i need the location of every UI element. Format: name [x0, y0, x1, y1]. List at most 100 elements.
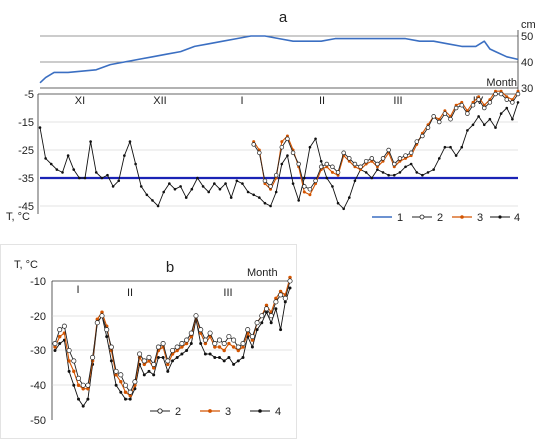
panel-a-series-4-point	[241, 182, 244, 185]
panel-a-series-4-point	[387, 173, 390, 177]
panel-b-series-3-point	[278, 289, 283, 294]
panel-a-tick-m15: -15	[18, 117, 34, 129]
panel-a-series-4-point	[55, 168, 59, 171]
panel-a-series-2-point	[296, 161, 301, 167]
panel-a-series-4-point	[269, 204, 272, 208]
panel-b-series-4-point	[152, 373, 156, 377]
panel-b-series-3-point	[184, 341, 189, 346]
panel-a-series-4-point	[44, 157, 47, 160]
panel-a-tick-m35: -35	[18, 173, 34, 185]
panel-b-series-2-point	[94, 320, 100, 326]
panel-b-series-3-point	[72, 369, 76, 374]
panel-b-month-ii: II	[127, 287, 133, 299]
panel-a-series-2-point	[290, 150, 296, 156]
panel-a-series-4-point	[218, 187, 222, 191]
panel-a-series-2-point	[313, 178, 318, 184]
panel-b-series-4-point	[171, 359, 174, 363]
panel-b-series-4-point	[189, 342, 193, 346]
panel-b-series-3-point	[203, 341, 208, 346]
panel-b-series-3-point	[241, 345, 245, 349]
panel-b-series-3-point	[217, 345, 222, 349]
panel-b-series-4-point	[250, 345, 254, 349]
panel-a-right-tick-40: 40	[521, 57, 533, 69]
panel-b-series-3-point	[231, 345, 236, 349]
panel-b-series-3-point	[128, 393, 132, 398]
panel-a-series-3-point	[302, 190, 306, 194]
panel-b-series-4-point	[81, 404, 85, 408]
panel-b-series-2-point	[212, 341, 218, 347]
panel-b-series-4-point	[213, 355, 217, 359]
panel-a-y-axis-label: T, °C	[6, 211, 30, 223]
panel-a-month-ii: II	[319, 95, 325, 107]
panel-b-series-3-point	[67, 359, 71, 363]
panel-b-series-4-point	[114, 383, 118, 387]
panel-a-series-4-point	[258, 196, 261, 199]
panel-b-series-4-point	[199, 342, 203, 346]
panel-a-series-4-point	[449, 145, 452, 149]
panel-b-series-2-point	[245, 327, 251, 333]
panel-a-series-2-point	[403, 153, 408, 158]
panel-a-series-2-point	[358, 164, 363, 170]
panel-b-series-4-point	[58, 342, 62, 346]
legend-b-marker-4	[258, 409, 262, 413]
panel-a-tick-m5: -5	[24, 89, 34, 101]
panel-a-series-4-point	[460, 145, 464, 149]
panel-b-series-2-point	[155, 344, 161, 350]
panel-a-series-4-point	[190, 187, 194, 191]
panel-b-series-2-point	[80, 382, 86, 388]
legend-b-label-4: 4	[275, 406, 281, 418]
panel-a-series-2-point	[420, 133, 425, 139]
panel-a-series-4-point	[274, 190, 278, 194]
legend-b-marker-2	[157, 408, 163, 414]
panel-a-series-2-point	[302, 184, 307, 189]
panel-b-series-4-line	[54, 287, 291, 407]
panel-a-series-4-point	[78, 176, 81, 180]
panel-b-series-2-point	[90, 354, 96, 360]
panel-a: a cm 50 40 30 -5 -15 -25 -35 -45 T, °C M…	[6, 9, 536, 224]
panel-a-series-4-point	[173, 187, 177, 191]
panel-a-month-iii: III	[393, 95, 402, 107]
panel-b-series-2-point	[287, 278, 293, 284]
panel-a-series-2-point	[341, 150, 346, 156]
panel-b-series-2-point	[231, 337, 237, 343]
panel-a-series-4-point	[353, 179, 357, 183]
panel-a-series-4-point	[409, 162, 413, 166]
legend-a-marker-3	[460, 215, 464, 219]
panel-a-series-4-point	[134, 162, 137, 166]
panel-a-series-4-point	[156, 204, 160, 208]
panel-a-series-2-point	[307, 186, 313, 192]
panel-a-series-4-point	[325, 176, 329, 180]
panel-a-series-4-point	[432, 168, 435, 171]
panel-a-series-4-point	[314, 137, 317, 141]
panel-b-series-3-point	[119, 380, 123, 384]
panel-a-series-4-point	[466, 129, 469, 132]
panel-a-series-4-point	[72, 168, 76, 171]
panel-a-series-4-point	[83, 176, 87, 180]
panel-b-series-4-point	[53, 349, 57, 352]
panel-a-series-4-point	[252, 193, 255, 197]
panel-a-series-2-point	[380, 156, 386, 161]
panel-b-series-4-point	[119, 390, 123, 394]
panel-a-series-4-point	[246, 190, 250, 194]
panel-a-series-2-point	[369, 156, 375, 161]
panel-b-series-3-point	[227, 341, 231, 346]
panel-a-series-4-point	[392, 173, 396, 177]
panel-a-series-4-point	[280, 162, 284, 166]
panel-b-series-4-point	[283, 300, 287, 304]
panel-a-series-4-point	[66, 154, 70, 157]
panel-b-series-3-point	[100, 310, 104, 314]
legend-b-marker-3	[208, 409, 212, 413]
panel-b-series-4-point	[156, 355, 160, 359]
panel-a-series-4-point	[437, 157, 441, 160]
panel-a-series-2-point	[498, 91, 504, 97]
panel-a-series-4-point	[471, 123, 475, 127]
panel-b-series-2-point	[57, 327, 63, 333]
panel-b-series-4-point	[274, 307, 278, 311]
legend-a-label-1: 1	[397, 212, 403, 224]
panel-b-series-4-point	[77, 397, 80, 401]
panel-b-series-4-point	[236, 359, 240, 363]
panel-b-series-4-point	[241, 355, 245, 359]
panel-a-series-4-point	[263, 201, 267, 205]
panel-b-series-2-point	[240, 341, 246, 347]
